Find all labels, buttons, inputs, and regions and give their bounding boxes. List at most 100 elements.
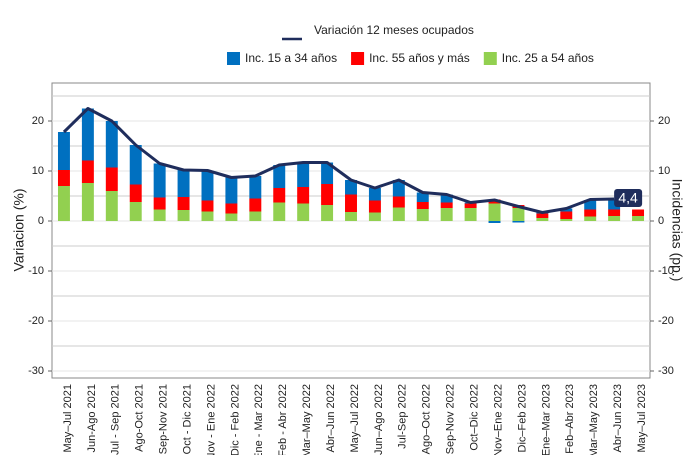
plot-frame [51,82,651,379]
legend-swatch [227,52,240,65]
bar [345,212,357,221]
bar [201,200,214,212]
bar [560,219,573,221]
x-tick-label: Ene–Mar 2023 [540,384,552,455]
bar [488,203,501,221]
y-tick-label: 10 [32,165,44,177]
x-tick-label: Nov–Ene 2022 [492,384,504,455]
bar [129,145,142,185]
bar [608,199,621,210]
bar [488,221,501,223]
x-tick-label: Dic–Feb 2023 [516,384,528,453]
x-tick-label: Mar–May 2022 [301,384,313,455]
y-tick-label: -20 [28,315,44,327]
legend-label: Variación 12 meses ocupados [314,23,474,37]
bar [57,186,70,221]
y2-tick-label: 0 [658,215,664,227]
bar [249,176,262,199]
x-tick-label: Ene - Mar 2022 [253,384,265,455]
bar [297,187,310,204]
x-tick-label: May–Jul 2022 [349,384,361,453]
bar [273,188,286,203]
legend-swatch [351,52,365,65]
bar [177,197,190,210]
bar [177,170,190,197]
bar [225,203,238,214]
y2-tick-label: -20 [658,315,674,327]
bar [57,170,70,186]
x-tick-label: Dic - Feb 2022 [229,384,241,455]
y2-tick-label: 10 [658,165,670,177]
bar [129,184,142,202]
bar [368,200,381,213]
bar [81,183,94,221]
x-tick-label: Feb - Abr 2022 [277,384,289,455]
bar [201,170,214,201]
bar [464,203,477,208]
bar [632,209,645,216]
bar [129,202,142,221]
x-tick-label: Sep-Nov 2021 [158,384,170,454]
legend-label: Inc. 25 a 54 años [502,51,594,65]
bar [177,210,190,221]
bar [345,194,357,212]
bar [273,202,286,221]
line [62,107,615,214]
bar [584,200,597,210]
bar [440,202,453,208]
y2-tick-label: -10 [658,265,674,277]
bar [416,202,429,209]
y-tick-label: 20 [32,115,44,127]
x-tick-label: Sep-Nov 2022 [445,384,457,454]
bar [345,180,357,195]
y2-axis-title: Incidencias (pp.) [669,179,685,282]
bar [273,165,286,188]
bar [632,216,645,221]
x-tick-label: Feb–Abr 2023 [564,384,576,454]
bar [225,177,238,204]
x-tick-label: May–Jul 2023 [636,384,648,453]
bar [608,209,621,216]
legend-label: Inc. 15 a 34 años [245,51,337,65]
x-tick-label: Jun–Ago 2022 [373,384,385,455]
legend-label: Inc. 55 años y más [369,51,470,65]
y-axis-title: Variacion (%) [11,189,27,272]
bar [464,208,477,221]
y-tick-label: -10 [28,265,44,277]
x-tick-label: May–Jul 2021 [62,384,74,453]
bar [416,192,429,202]
bar [536,213,549,218]
bar [57,132,70,170]
bar [440,208,453,221]
bar [105,191,118,221]
bar [392,180,405,197]
x-tick-label: Abr–Jun 2023 [612,384,624,453]
bar [249,198,262,212]
bar [201,211,214,221]
bar [608,216,621,221]
bar [81,108,94,161]
legend-swatch [483,52,497,65]
x-tick-label: Jun-Ago 2021 [86,384,98,453]
bar [153,197,166,210]
bar [105,167,118,191]
bar [368,188,381,201]
bar [416,209,429,221]
bar [512,221,525,223]
bar [392,196,405,208]
bar [321,184,334,205]
y-tick-label: -30 [28,365,44,377]
x-tick-label: Jul-Sep 2022 [397,384,409,449]
value-label-box [614,189,643,207]
bar [392,207,405,221]
x-tick-label: Mar–May 2023 [588,384,600,455]
y2-tick-label: 20 [658,115,670,127]
x-tick-label: Oct–Dic 2022 [469,384,481,451]
bar [225,213,238,221]
bar [249,211,262,221]
bar [81,160,94,183]
x-tick-label: Jul - Sep 2021 [110,384,122,455]
bar [321,205,334,221]
bar [512,208,525,221]
bar [321,162,334,184]
